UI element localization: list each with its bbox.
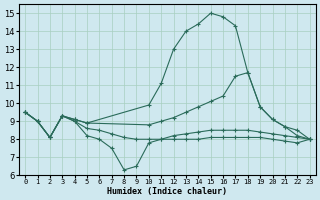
X-axis label: Humidex (Indice chaleur): Humidex (Indice chaleur) (108, 187, 228, 196)
